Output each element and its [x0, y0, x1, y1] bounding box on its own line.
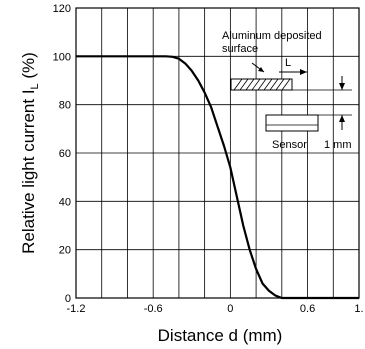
- y-tick-label: 120: [53, 3, 71, 15]
- x-tick-label: 0.6: [300, 303, 315, 315]
- inset-label-surface-1: Aluminum deposited: [222, 30, 322, 42]
- y-axis-title-unit: (%): [19, 52, 38, 83]
- inset-label-L: L: [285, 57, 291, 69]
- y-tick-labels: 0 20 40 60 80 100 120: [53, 3, 71, 305]
- y-tick-label: 100: [53, 51, 71, 63]
- x-tick-labels: -1.2 -0.6 0 0.6 1.: [67, 303, 364, 315]
- y-axis-title-sub: L: [29, 83, 41, 89]
- y-tick-label: 20: [59, 245, 71, 257]
- y-axis-title-main: Relative light current I: [19, 89, 38, 253]
- inset-diagram: Aluminum deposited surface L Sensor 1 mm: [222, 30, 352, 151]
- L-arrow-head: [300, 69, 307, 75]
- aluminum-hatch: [233, 78, 291, 91]
- gap-arrow-bottom-head: [339, 115, 345, 122]
- x-tick-label: -1.2: [67, 303, 86, 315]
- x-tick-label: 1.: [354, 303, 363, 315]
- y-tick-label: 0: [65, 293, 71, 305]
- inset-label-sensor: Sensor: [272, 139, 307, 151]
- surface-pointer-head: [258, 67, 264, 72]
- series-line: [76, 55, 359, 300]
- grid-lines: [76, 8, 359, 298]
- y-tick-label: 40: [59, 196, 71, 208]
- x-tick-label: -0.6: [144, 303, 163, 315]
- aluminum-plate: [230, 78, 293, 91]
- gap-arrow-top-head: [339, 83, 345, 90]
- y-tick-label: 80: [59, 100, 71, 112]
- y-tick-label: 60: [59, 148, 71, 160]
- inset-label-gap: 1 mm: [324, 139, 352, 151]
- sensor-box: [265, 114, 319, 132]
- plot-frame: [75, 7, 360, 299]
- y-axis-title: Relative light current IL (%): [19, 52, 41, 254]
- x-tick-label: 0: [227, 303, 233, 315]
- inset-label-surface-2: surface: [222, 43, 258, 55]
- x-axis-title: Distance d (mm): [158, 326, 283, 345]
